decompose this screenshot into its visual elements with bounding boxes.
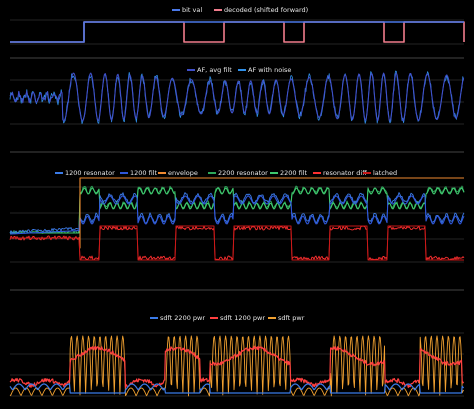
legend-2: 1200 resonator 1200 filt envelope 2200 reso…	[55, 169, 397, 177]
series-line-2-1	[9, 195, 465, 235]
series-line-2-4	[10, 187, 465, 234]
legend-label-2-3: 2200 resonator	[218, 169, 268, 177]
legend-1: AF, avg filt AF with noise	[187, 66, 291, 74]
legend-label-0-1: decoded (shifted forward)	[224, 6, 308, 14]
series-line-0-0	[10, 21, 464, 43]
series-line-2-6	[10, 225, 464, 261]
legend-label-2-1: 1200 filt	[130, 169, 158, 177]
series-line-3-1	[9, 345, 465, 389]
legend-label-2-4: 2200 filt	[280, 169, 308, 177]
legend-0: bit val decoded (shifted forward)	[172, 6, 308, 14]
legend-label-2-0: 1200 resonator	[65, 169, 115, 177]
legend-label-1-1: AF with noise	[248, 66, 291, 74]
legend-label-1-0: AF, avg filt	[197, 66, 232, 74]
legend-label-2-5: resonator diff	[323, 169, 367, 177]
legend-label-0-0: bit val	[182, 6, 202, 14]
legend-label-2-2: envelope	[168, 169, 198, 177]
series-line-1-0	[9, 72, 465, 122]
series-line-2-2	[79, 177, 464, 249]
legend-3: sdft 2200 pwr sdft 1200 pwr sdft pwr	[150, 314, 305, 322]
series-line-0-1	[10, 21, 465, 43]
legend-label-3-2: sdft pwr	[278, 314, 305, 322]
series-line-2-0	[9, 192, 465, 234]
series-line-3-2	[9, 335, 464, 397]
legend-label-3-0: sdft 2200 pwr	[160, 314, 205, 322]
legend-label-3-1: sdft 1200 pwr	[220, 314, 265, 322]
legend-label-2-6: latched	[373, 169, 397, 177]
series-line-3-0	[9, 383, 465, 394]
